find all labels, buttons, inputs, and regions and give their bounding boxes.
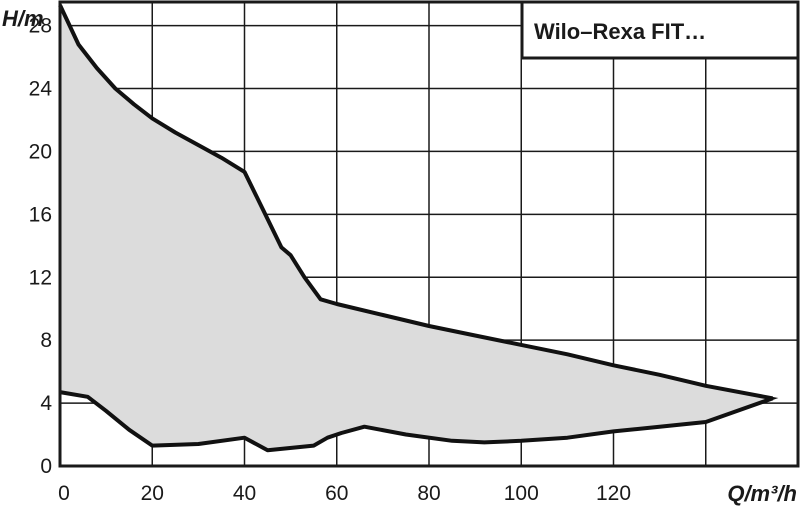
y-tick-label: 8 <box>40 329 52 352</box>
y-tick-labels: 0 4 8 12 16 20 24 28 <box>29 15 53 478</box>
plot-frame <box>58 0 800 468</box>
x-tick-label: 80 <box>417 482 440 505</box>
lower-curve-line <box>59 390 774 453</box>
title-box <box>520 0 800 60</box>
y-tick-label: 0 <box>40 455 52 478</box>
operating-range-area <box>58 4 779 452</box>
x-tick-label: 20 <box>141 482 164 505</box>
x-tick-labels: 0 20 40 60 80 100 120 <box>58 482 631 505</box>
y-tick-label: 12 <box>29 266 52 289</box>
y-axis-label: H/m <box>2 6 44 31</box>
upper-curve-line <box>58 4 773 401</box>
chart-title: Wilo–Rexa FIT… <box>534 19 706 44</box>
y-tick-label: 20 <box>29 140 52 163</box>
x-axis-label: Q/m³/h <box>727 481 797 506</box>
y-tick-label: 16 <box>29 203 52 226</box>
x-tick-label: 120 <box>596 482 631 505</box>
x-tick-label: 0 <box>58 482 70 505</box>
y-tick-label: 24 <box>29 78 53 101</box>
x-tick-label: 60 <box>325 482 348 505</box>
y-tick-label: 28 <box>29 15 52 38</box>
x-tick-label: 100 <box>504 482 539 505</box>
y-tick-label: 4 <box>40 392 52 415</box>
x-tick-label: 40 <box>233 482 256 505</box>
